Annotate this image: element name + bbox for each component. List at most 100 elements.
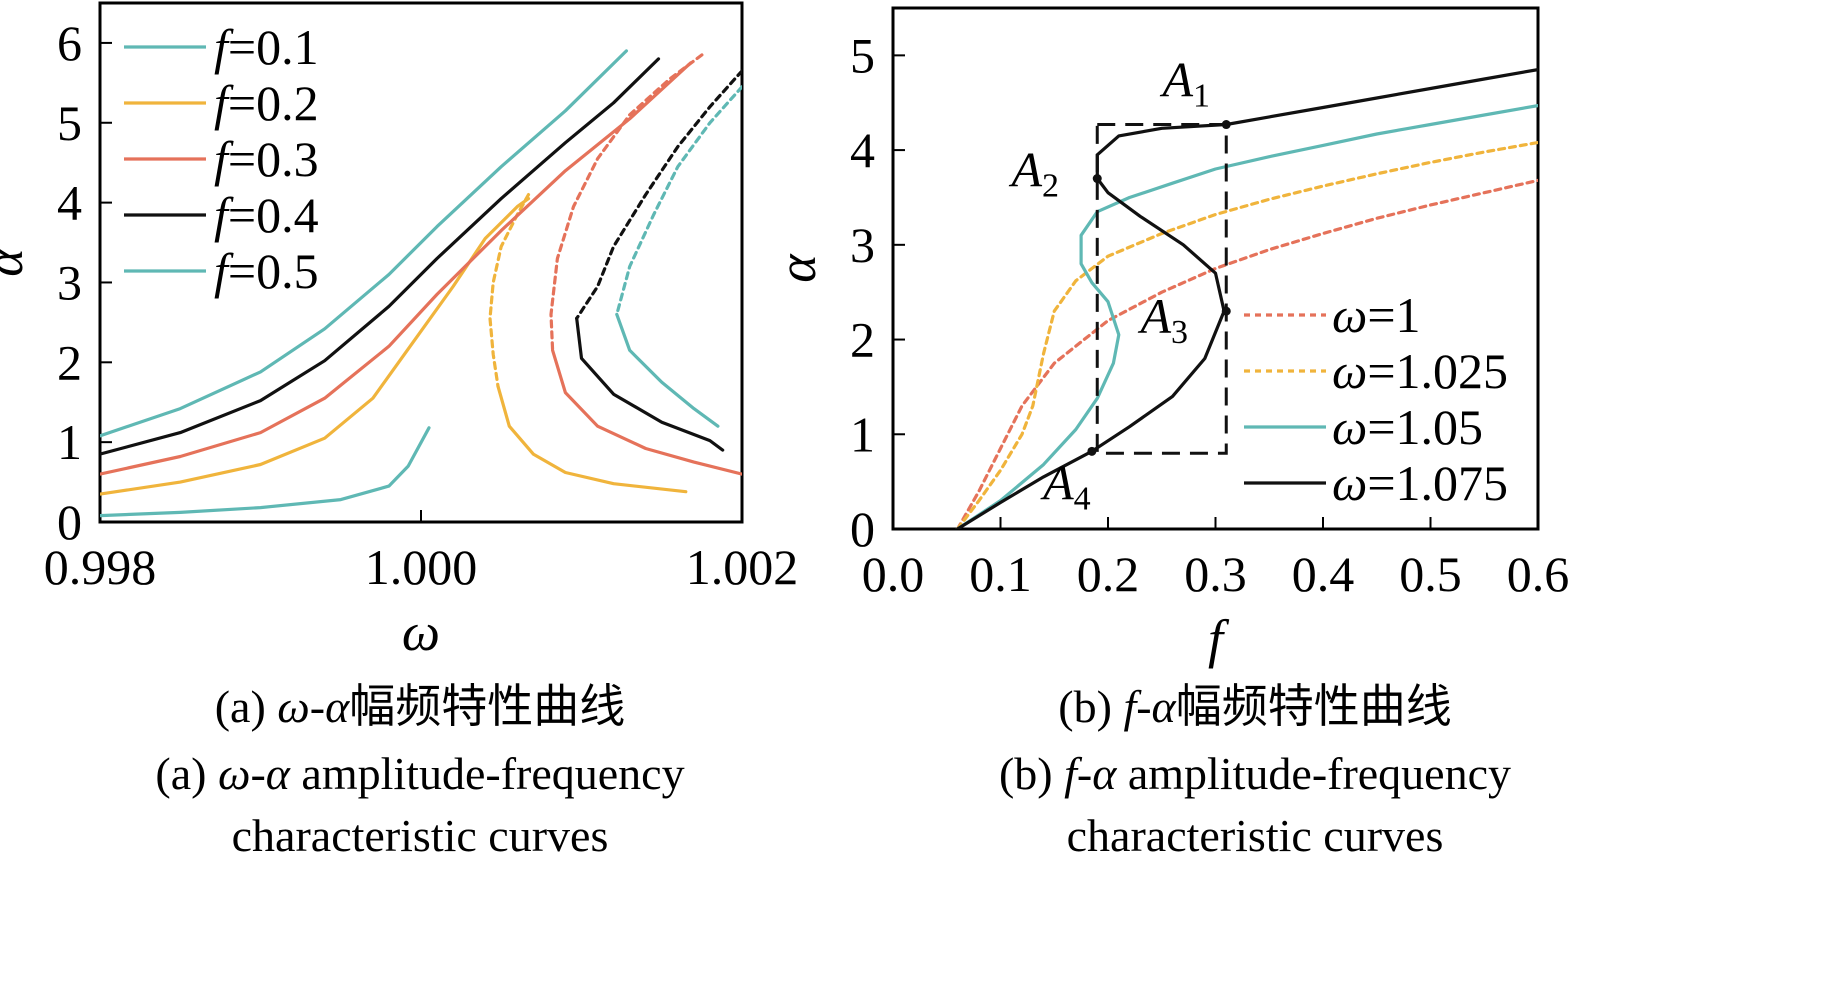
- y-tick-label: 2: [57, 334, 82, 390]
- series-line-f=0.3-branch-0: [100, 61, 693, 476]
- legend: f=0.1f=0.2f=0.3f=0.4f=0.5: [124, 19, 319, 299]
- x-tick-label: 0.4: [1292, 546, 1355, 602]
- series-ω=1.025: [955, 140, 1538, 529]
- y-tick-label: 3: [57, 254, 82, 310]
- legend-label: ω=1.05: [1332, 399, 1483, 455]
- x-tick-label: 1.000: [365, 539, 478, 595]
- series-line-ω=1.025-branch-0: [955, 140, 1538, 529]
- series-line-ω=1.05-branch-0: [955, 104, 1538, 529]
- series-ω=1.05: [955, 104, 1538, 529]
- series-f=0.4: [100, 57, 742, 456]
- point-marker-A4: [1087, 446, 1097, 456]
- y-tick-label: 6: [57, 15, 82, 71]
- point-label-subscript: 4: [1074, 480, 1091, 517]
- series-line-f=0.4-branch-2: [575, 316, 725, 452]
- point-label-subscript: 3: [1171, 314, 1188, 351]
- legend-label-var: ω: [1332, 343, 1367, 399]
- legend-label-value: =0.2: [228, 75, 319, 131]
- legend-label: f=0.5: [214, 243, 319, 299]
- series-line-f=0.5-branch-1: [615, 85, 742, 316]
- legend-label: f=0.3: [214, 131, 319, 187]
- caption-symbols: f-α: [1123, 681, 1176, 732]
- series-ω=1.075: [955, 68, 1538, 529]
- y-axis-label: α: [767, 253, 827, 283]
- series-f=0.1: [100, 426, 431, 518]
- y-tick-label: 5: [850, 27, 875, 83]
- legend-label-value: =0.3: [228, 131, 319, 187]
- captions: (a) ω-α幅频特性曲线(a) ω-α amplitude-frequency…: [155, 681, 1511, 861]
- legend-label-value: =1.075: [1367, 455, 1508, 511]
- y-tick-label: 0: [57, 494, 82, 550]
- point-label-A4: A4: [1040, 454, 1091, 517]
- y-tick-label: 1: [57, 414, 82, 470]
- y-tick-label: 2: [850, 312, 875, 368]
- y-tick-label: 3: [850, 217, 875, 273]
- point-label-A1: A1: [1159, 52, 1210, 115]
- caption-rest: amplitude-frequency: [1116, 748, 1511, 799]
- legend-label-value: =1: [1367, 287, 1420, 343]
- series-f=0.3: [100, 53, 742, 476]
- caption-prefix: (a): [155, 748, 218, 799]
- point-label-subscript: 2: [1042, 168, 1059, 205]
- caption-rest: amplitude-frequency: [290, 748, 685, 799]
- legend-label: ω=1: [1332, 287, 1421, 343]
- legend-label-var: ω: [1332, 455, 1367, 511]
- series-f=0.5: [100, 49, 742, 438]
- y-tick-label: 4: [850, 122, 875, 178]
- point-label-A2: A2: [1008, 142, 1059, 205]
- series-line-f=0.4-branch-1: [575, 69, 742, 320]
- panel-a-chart: 0.9981.0001.0020123456ωαf=0.1f=0.2f=0.3f…: [0, 1, 799, 662]
- series-line-f=0.3-branch-1: [549, 53, 704, 352]
- x-tick-label: 0.0: [862, 546, 925, 602]
- series-line-f=0.2-branch-2: [496, 384, 688, 494]
- point-marker-A2: [1092, 174, 1102, 184]
- caption-rest: 幅频特性曲线: [349, 681, 625, 732]
- x-tick-label: 1.002: [686, 539, 799, 595]
- legend-label-var: ω: [1332, 287, 1367, 343]
- legend-label-value: =0.1: [228, 19, 319, 75]
- caption-prefix: (a): [215, 681, 278, 732]
- caption-symbols: ω-α: [218, 748, 291, 799]
- legend-label-value: =0.5: [228, 243, 319, 299]
- x-axis-label: f: [1208, 609, 1230, 669]
- caption-line-a-1: (a) ω-α幅频特性曲线: [215, 681, 626, 732]
- legend-label-var: ω: [1332, 399, 1367, 455]
- series-line-ω=1-branch-0: [955, 178, 1538, 529]
- point-marker-A3: [1221, 306, 1231, 316]
- point-marker-A1: [1221, 120, 1231, 130]
- caption-symbols: f-α: [1064, 748, 1117, 799]
- panel-b-chart: 0.0 0.1 0.2 0.3 0.4 0.5 0.6012345fαA1A2A3A4ω=1…: [767, 6, 1570, 669]
- y-tick-label: 0: [850, 501, 875, 557]
- caption-symbols: ω-α: [277, 681, 350, 732]
- series-line-ω=1.075-branch-0: [955, 68, 1538, 529]
- x-tick-label: 0.5: [1399, 546, 1462, 602]
- x-axis-label: ω: [402, 602, 440, 662]
- legend-label: f=0.2: [214, 75, 319, 131]
- caption-line-a-2: (a) ω-α amplitude-frequency: [155, 748, 684, 799]
- caption-prefix: (b): [999, 748, 1064, 799]
- bistable-region-box: [1095, 123, 1228, 455]
- x-tick-label: 0.998: [44, 539, 157, 595]
- series-line-f=0.5-branch-0: [100, 49, 628, 438]
- x-tick-label: 0.6: [1507, 546, 1570, 602]
- legend-label-value: =0.4: [228, 187, 319, 243]
- legend-label: ω=1.075: [1332, 455, 1508, 511]
- caption-prefix: (b): [1058, 681, 1123, 732]
- series-line-f=0.3-branch-2: [551, 348, 742, 476]
- series-line-f=0.1-branch-0: [100, 426, 431, 518]
- x-tick-label: 0.1: [969, 546, 1032, 602]
- series-line-f=0.4-branch-0: [100, 57, 661, 456]
- caption-line-b-3: characteristic curves: [1067, 810, 1444, 861]
- y-tick-label: 5: [57, 95, 82, 151]
- series-line-f=0.5-branch-2: [615, 312, 720, 428]
- caption-line-b-2: (b) f-α amplitude-frequency: [999, 748, 1511, 799]
- series-line-f=0.2-branch-0: [100, 197, 531, 496]
- caption-line-b-1: (b) f-α幅频特性曲线: [1058, 681, 1451, 732]
- caption-line-a-3: characteristic curves: [232, 810, 609, 861]
- legend-label-value: =1.05: [1367, 399, 1483, 455]
- series-f=0.2: [100, 193, 688, 496]
- legend-label-value: =1.025: [1367, 343, 1508, 399]
- point-label-subscript: 1: [1193, 78, 1210, 115]
